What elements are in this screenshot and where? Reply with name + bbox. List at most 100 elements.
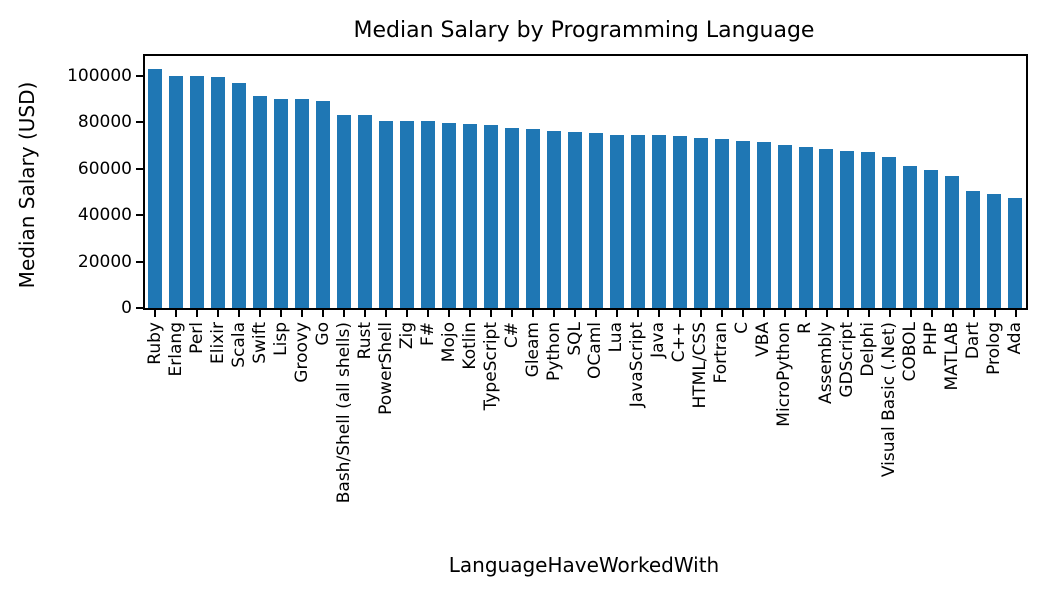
x-tick-label: Mojo — [438, 322, 459, 363]
y-tick-label: 100000 — [67, 65, 132, 86]
x-tick-label: Elixir — [207, 322, 228, 364]
x-tick-mark — [553, 310, 556, 317]
bar — [525, 129, 540, 308]
bar-slot — [166, 56, 187, 308]
bar-slot — [439, 56, 460, 308]
bar-slot — [711, 56, 732, 308]
x-tick-mark — [846, 310, 849, 317]
bar — [274, 98, 289, 308]
y-tick-mark — [136, 167, 143, 170]
x-tick-mark — [594, 310, 597, 317]
x-tick-label: Lua — [606, 322, 627, 353]
x-tick-label: Fortran — [711, 322, 732, 384]
x-tick-label: GDScript — [837, 322, 858, 398]
x-tick-label: Prolog — [984, 322, 1005, 375]
bar-slot — [585, 56, 606, 308]
bar — [148, 68, 163, 308]
x-tick-label: Dart — [963, 322, 984, 360]
bar-slot — [208, 56, 229, 308]
x-tick-label: Rust — [354, 322, 375, 360]
bar — [337, 115, 352, 308]
bar — [735, 140, 750, 308]
bar-slot — [271, 56, 292, 308]
x-tick-mark — [825, 310, 828, 317]
bar — [211, 77, 226, 308]
bar-slot — [397, 56, 418, 308]
bar — [756, 141, 771, 308]
bar — [483, 124, 498, 308]
x-tick-label: C# — [501, 322, 522, 349]
bar-slot — [376, 56, 397, 308]
bar — [714, 138, 729, 308]
bar-slot — [816, 56, 837, 308]
bar — [882, 157, 897, 308]
bar — [777, 145, 792, 308]
x-tick-label: Assembly — [816, 322, 837, 404]
bar-slot — [963, 56, 984, 308]
x-tick-mark — [657, 310, 660, 317]
bar — [546, 130, 561, 308]
x-tick-label: Bash/Shell (all shells) — [333, 322, 354, 504]
x-tick-mark — [469, 310, 472, 317]
x-tick-label: Lisp — [270, 322, 291, 356]
x-tick-mark — [720, 310, 723, 317]
x-tick-mark — [217, 310, 220, 317]
bar-series — [145, 56, 1026, 308]
bar-slot — [313, 56, 334, 308]
bar — [861, 152, 876, 308]
x-tick-mark — [511, 310, 514, 317]
x-tick-mark — [783, 310, 786, 317]
bar — [1008, 198, 1023, 308]
y-tick-label: 20000 — [77, 251, 132, 272]
bar-slot — [648, 56, 669, 308]
x-tick-mark — [972, 310, 975, 317]
x-tick-label: Python — [543, 322, 564, 381]
x-tick-mark — [993, 310, 996, 317]
bar-slot — [690, 56, 711, 308]
x-tick-label: Visual Basic (.Net) — [879, 322, 900, 478]
x-tick-mark — [259, 310, 262, 317]
bar — [442, 123, 457, 308]
bar — [588, 132, 603, 308]
x-tick-label: C++ — [669, 322, 690, 363]
bar-slot — [418, 56, 439, 308]
x-tick-mark — [385, 310, 388, 317]
bar — [903, 166, 918, 308]
bar-slot — [753, 56, 774, 308]
x-tick-label: R — [795, 322, 816, 334]
bar — [295, 98, 310, 308]
x-tick-label: JavaScript — [627, 322, 648, 408]
x-tick-label: Perl — [186, 322, 207, 354]
x-tick-mark — [301, 310, 304, 317]
x-tick-mark — [930, 310, 933, 317]
bar-slot — [942, 56, 963, 308]
x-tick-label: Ada — [1005, 322, 1025, 355]
x-tick-mark — [1014, 310, 1017, 317]
x-tick-label: Scala — [228, 322, 249, 368]
y-tick-label: 80000 — [77, 112, 132, 133]
bar — [945, 175, 960, 308]
bar-slot — [543, 56, 564, 308]
x-tick-label: F# — [417, 322, 438, 347]
y-tick-label: 40000 — [77, 205, 132, 226]
bar — [400, 120, 415, 308]
bar — [253, 95, 268, 308]
x-tick-label: Gleam — [522, 322, 543, 378]
x-tick-mark — [154, 310, 157, 317]
bar — [504, 128, 519, 308]
bar — [379, 120, 394, 308]
bar-slot — [774, 56, 795, 308]
bar-slot — [900, 56, 921, 308]
bar — [190, 75, 205, 308]
x-tick-mark — [636, 310, 639, 317]
bar — [609, 134, 624, 308]
x-tick-label: Go — [312, 322, 333, 346]
x-tick-label: Zig — [396, 322, 417, 350]
x-tick-mark — [867, 310, 870, 317]
bar-slot — [250, 56, 271, 308]
x-tick-mark — [888, 310, 891, 317]
bar-slot — [564, 56, 585, 308]
x-tick-mark — [175, 310, 178, 317]
x-tick-label: PowerShell — [375, 322, 396, 415]
x-tick-label: MicroPython — [774, 322, 795, 427]
